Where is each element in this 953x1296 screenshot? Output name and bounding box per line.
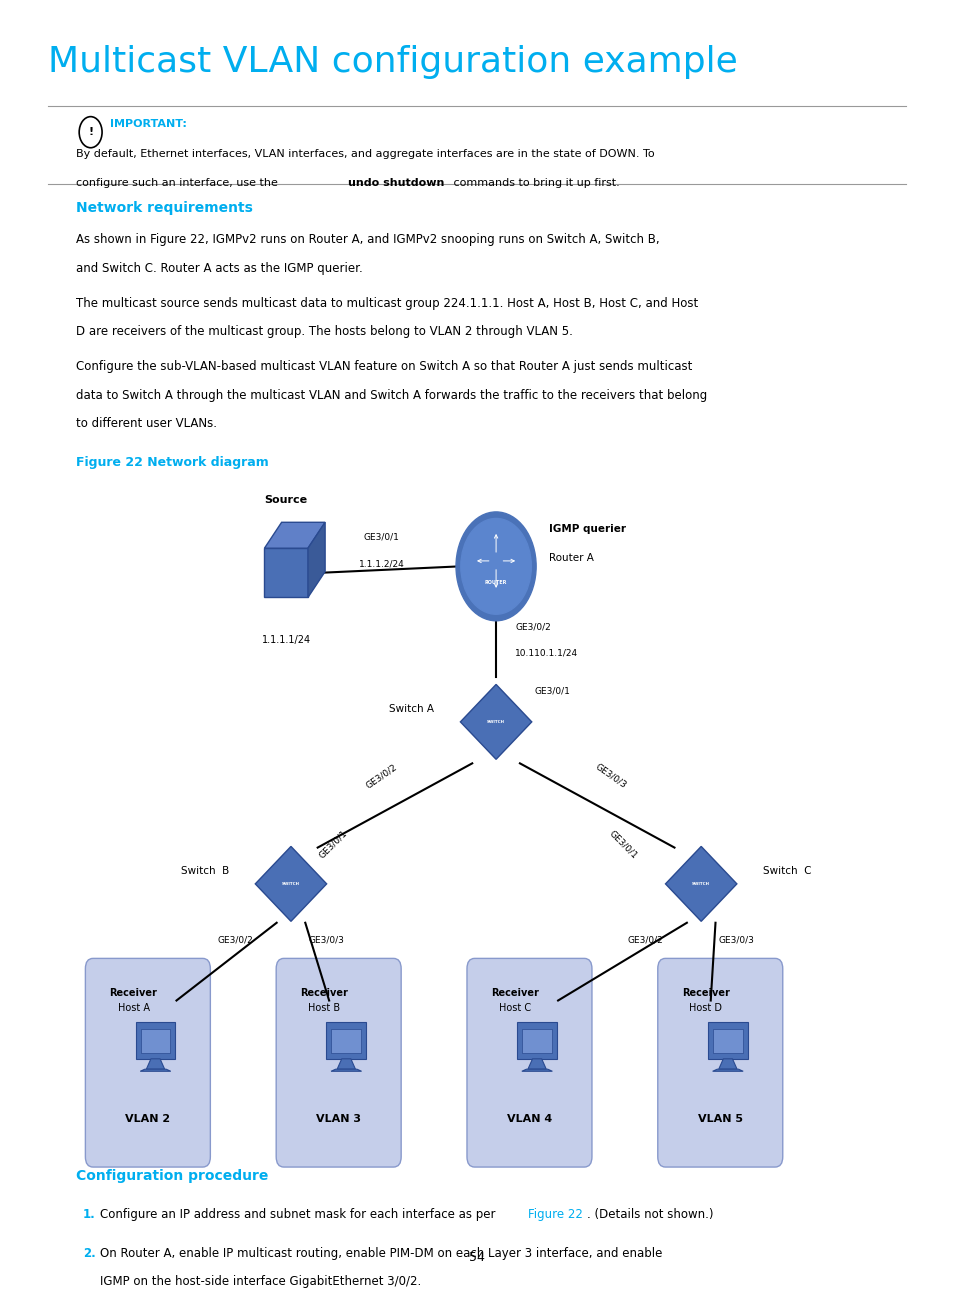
- Text: On Router A, enable IP multicast routing, enable PIM-DM on each Layer 3 interfac: On Router A, enable IP multicast routing…: [100, 1247, 661, 1260]
- Text: commands to bring it up first.: commands to bring it up first.: [450, 178, 619, 188]
- Polygon shape: [527, 1059, 546, 1069]
- Polygon shape: [665, 846, 736, 921]
- Text: Host D: Host D: [689, 1003, 721, 1013]
- Text: IMPORTANT:: IMPORTANT:: [110, 119, 187, 130]
- Text: D are receivers of the multicast group. The hosts belong to VLAN 2 through VLAN : D are receivers of the multicast group. …: [76, 325, 573, 338]
- Polygon shape: [718, 1059, 737, 1069]
- Circle shape: [456, 512, 536, 621]
- Polygon shape: [712, 1069, 742, 1072]
- Text: GE3/0/1: GE3/0/1: [317, 829, 349, 861]
- FancyBboxPatch shape: [331, 1029, 361, 1054]
- Text: ROUTER: ROUTER: [484, 581, 507, 586]
- FancyBboxPatch shape: [140, 1029, 171, 1054]
- Text: configure such an interface, use the: configure such an interface, use the: [76, 178, 281, 188]
- FancyBboxPatch shape: [275, 959, 400, 1168]
- Text: 54: 54: [469, 1251, 484, 1264]
- Text: Host C: Host C: [498, 1003, 531, 1013]
- FancyBboxPatch shape: [264, 548, 308, 597]
- Text: VLAN 4: VLAN 4: [506, 1113, 552, 1124]
- FancyBboxPatch shape: [467, 959, 591, 1168]
- Text: IGMP on the host-side interface GigabitEthernet 3/0/2.: IGMP on the host-side interface GigabitE…: [100, 1275, 421, 1288]
- Text: Router A: Router A: [548, 553, 593, 564]
- FancyBboxPatch shape: [707, 1021, 747, 1059]
- Text: GE3/0/2: GE3/0/2: [217, 936, 253, 945]
- Text: IGMP querier: IGMP querier: [548, 524, 625, 534]
- Text: As shown in Figure 22, IGMPv2 runs on Router A, and IGMPv2 snooping runs on Swit: As shown in Figure 22, IGMPv2 runs on Ro…: [76, 233, 659, 246]
- Text: . (Details not shown.): . (Details not shown.): [586, 1208, 713, 1221]
- Text: Network requirements: Network requirements: [76, 201, 253, 215]
- Text: GE3/0/2: GE3/0/2: [627, 936, 662, 945]
- FancyBboxPatch shape: [657, 959, 781, 1168]
- Text: Figure 22: Figure 22: [527, 1208, 582, 1221]
- Text: GE3/0/1: GE3/0/1: [607, 829, 639, 861]
- Text: The multicast source sends multicast data to multicast group 224.1.1.1. Host A, : The multicast source sends multicast dat…: [76, 297, 698, 310]
- Polygon shape: [336, 1059, 355, 1069]
- Circle shape: [460, 518, 531, 614]
- Text: data to Switch A through the multicast VLAN and Switch A forwards the traffic to: data to Switch A through the multicast V…: [76, 389, 707, 402]
- Polygon shape: [308, 522, 325, 597]
- Text: Figure 22 Network diagram: Figure 22 Network diagram: [76, 456, 269, 469]
- FancyBboxPatch shape: [326, 1021, 366, 1059]
- FancyBboxPatch shape: [517, 1021, 557, 1059]
- Text: Receiver: Receiver: [491, 988, 538, 998]
- Text: 1.: 1.: [83, 1208, 95, 1221]
- Text: Configure the sub-VLAN-based multicast VLAN feature on Switch A so that Router A: Configure the sub-VLAN-based multicast V…: [76, 360, 692, 373]
- FancyBboxPatch shape: [135, 1021, 175, 1059]
- Text: Receiver: Receiver: [681, 988, 729, 998]
- Text: GE3/0/3: GE3/0/3: [718, 936, 754, 945]
- Text: Receiver: Receiver: [110, 988, 157, 998]
- Text: Switch A: Switch A: [389, 704, 434, 714]
- Polygon shape: [264, 522, 325, 548]
- Text: Host A: Host A: [117, 1003, 150, 1013]
- Text: 2.: 2.: [83, 1247, 95, 1260]
- Text: VLAN 2: VLAN 2: [125, 1113, 171, 1124]
- Text: Multicast VLAN configuration example: Multicast VLAN configuration example: [48, 45, 737, 79]
- FancyBboxPatch shape: [521, 1029, 552, 1054]
- Text: Configure an IP address and subnet mask for each interface as per: Configure an IP address and subnet mask …: [100, 1208, 499, 1221]
- Text: Configuration procedure: Configuration procedure: [76, 1169, 269, 1183]
- FancyBboxPatch shape: [712, 1029, 742, 1054]
- Text: GE3/0/3: GE3/0/3: [308, 936, 344, 945]
- Text: Host B: Host B: [308, 1003, 340, 1013]
- Text: SWITCH: SWITCH: [282, 881, 299, 886]
- Circle shape: [79, 117, 102, 148]
- Text: !: !: [88, 127, 93, 137]
- Text: VLAN 5: VLAN 5: [697, 1113, 742, 1124]
- Text: and Switch C. Router A acts as the IGMP querier.: and Switch C. Router A acts as the IGMP …: [76, 262, 363, 275]
- Text: 1.1.1.1/24: 1.1.1.1/24: [261, 635, 311, 645]
- Text: Switch  B: Switch B: [180, 866, 229, 876]
- Polygon shape: [140, 1069, 171, 1072]
- Text: SWITCH: SWITCH: [692, 881, 709, 886]
- Text: Switch  C: Switch C: [762, 866, 811, 876]
- Text: 10.110.1.1/24: 10.110.1.1/24: [515, 648, 578, 657]
- FancyBboxPatch shape: [86, 959, 210, 1168]
- Text: Source: Source: [264, 495, 308, 505]
- Polygon shape: [331, 1069, 361, 1072]
- Text: GE3/0/1: GE3/0/1: [534, 687, 570, 696]
- Text: undo shutdown: undo shutdown: [348, 178, 444, 188]
- Text: GE3/0/2: GE3/0/2: [363, 762, 398, 791]
- Text: 1.1.1.2/24: 1.1.1.2/24: [358, 560, 404, 568]
- Text: By default, Ethernet interfaces, VLAN interfaces, and aggregate interfaces are i: By default, Ethernet interfaces, VLAN in…: [76, 149, 655, 159]
- Polygon shape: [460, 684, 531, 759]
- Text: GE3/0/2: GE3/0/2: [515, 622, 550, 631]
- Text: Receiver: Receiver: [300, 988, 348, 998]
- Text: SWITCH: SWITCH: [487, 719, 504, 724]
- Polygon shape: [146, 1059, 165, 1069]
- Text: GE3/0/1: GE3/0/1: [363, 533, 399, 542]
- Text: GE3/0/3: GE3/0/3: [593, 762, 628, 791]
- Polygon shape: [255, 846, 326, 921]
- Polygon shape: [521, 1069, 552, 1072]
- Text: VLAN 3: VLAN 3: [315, 1113, 361, 1124]
- Text: to different user VLANs.: to different user VLANs.: [76, 417, 217, 430]
